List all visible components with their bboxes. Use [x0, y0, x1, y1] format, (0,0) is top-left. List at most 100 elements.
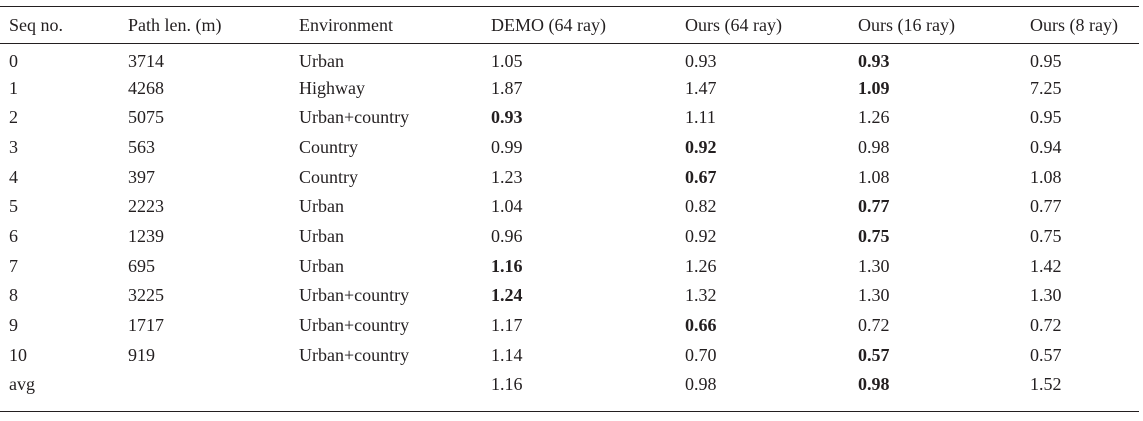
cell-ours-8-ray: 1.42	[1030, 255, 1062, 276]
cell-ours-8-ray: 0.72	[1030, 315, 1062, 336]
cell-demo-64-ray: 1.14	[491, 344, 523, 365]
cell-environment: Urban+country	[299, 344, 410, 365]
table-row: avg 1.16 0.98 0.98 1.52	[0, 370, 1143, 400]
cell-seq-no: 5	[9, 196, 18, 217]
cell-path-length: 919	[128, 344, 155, 365]
table-row: 5 2223 Urban 1.04 0.82 0.77 0.77	[0, 191, 1143, 221]
header-rule	[0, 43, 1139, 44]
cell-environment: Urban	[299, 255, 344, 276]
cell-ours-8-ray: 1.52	[1030, 374, 1062, 395]
table-row: 10 919 Urban+country 1.14 0.70 0.57 0.57	[0, 340, 1143, 370]
cell-path-length: 4268	[128, 77, 164, 98]
header-ours-16-ray: Ours (16 ray)	[858, 15, 955, 35]
cell-demo-64-ray: 1.24	[491, 285, 523, 306]
cell-demo-64-ray: 1.23	[491, 166, 523, 187]
cell-ours-64-ray: 0.93	[685, 50, 717, 71]
cell-path-length: 563	[128, 136, 155, 157]
cell-ours-64-ray: 1.26	[685, 255, 717, 276]
header-demo-64-ray: DEMO (64 ray)	[491, 15, 606, 35]
cell-ours-8-ray: 0.95	[1030, 50, 1062, 71]
cell-ours-64-ray: 1.47	[685, 77, 717, 98]
cell-environment: Urban+country	[299, 107, 410, 128]
cell-ours-8-ray: 0.57	[1030, 344, 1062, 365]
cell-ours-8-ray: 0.77	[1030, 196, 1062, 217]
cell-ours-16-ray: 0.72	[858, 315, 890, 336]
cell-ours-8-ray: 0.75	[1030, 225, 1062, 246]
cell-seq-no: 0	[9, 50, 18, 71]
cell-environment: Country	[299, 166, 359, 187]
top-rule	[0, 6, 1139, 8]
cell-environment: Urban	[299, 50, 344, 71]
cell-ours-16-ray: 0.75	[858, 225, 890, 246]
cell-ours-8-ray: 1.30	[1030, 285, 1062, 306]
cell-demo-64-ray: 1.17	[491, 315, 523, 336]
cell-environment: Urban+country	[299, 285, 410, 306]
cell-ours-16-ray: 1.09	[858, 77, 890, 98]
cell-environment	[299, 370, 491, 400]
cell-environment: Country	[299, 136, 359, 157]
table-row: 0 3714 Urban 1.05 0.93 0.93 0.95	[0, 43, 1143, 73]
cell-ours-16-ray: 0.57	[858, 344, 890, 365]
cell-demo-64-ray: 0.96	[491, 225, 523, 246]
cell-ours-64-ray: 0.66	[685, 315, 717, 336]
header-row: Seq no. Path len. (m) Environment DEMO (…	[0, 7, 1143, 43]
cell-environment: Urban	[299, 196, 344, 217]
cell-ours-64-ray: 0.92	[685, 136, 717, 157]
table-row: 6 1239 Urban 0.96 0.92 0.75 0.75	[0, 221, 1143, 251]
bottom-rule	[0, 411, 1139, 413]
cell-seq-no: 4	[9, 166, 18, 187]
cell-path-length: 2223	[128, 196, 164, 217]
cell-ours-16-ray: 1.30	[858, 285, 890, 306]
cell-ours-64-ray: 0.70	[685, 344, 717, 365]
cell-ours-8-ray: 0.95	[1030, 107, 1062, 128]
table-row: 1 4268 Highway 1.87 1.47 1.09 7.25	[0, 73, 1143, 103]
cell-ours-8-ray: 7.25	[1030, 77, 1062, 98]
cell-demo-64-ray: 1.87	[491, 77, 523, 98]
cell-seq-no: 9	[9, 315, 18, 336]
cell-demo-64-ray: 0.99	[491, 136, 523, 157]
cell-path-length: 695	[128, 255, 155, 276]
cell-ours-16-ray: 1.26	[858, 107, 890, 128]
cell-demo-64-ray: 1.05	[491, 50, 523, 71]
table-row: 3 563 Country 0.99 0.92 0.98 0.94	[0, 132, 1143, 162]
header-environment: Environment	[299, 15, 393, 35]
cell-seq-no: 6	[9, 225, 18, 246]
cell-seq-no: 2	[9, 107, 18, 128]
cell-ours-16-ray: 0.98	[858, 374, 890, 395]
table-row: 7 695 Urban 1.16 1.26 1.30 1.42	[0, 251, 1143, 281]
cell-path-length: 1717	[128, 315, 164, 336]
cell-ours-64-ray: 1.11	[685, 107, 716, 128]
cell-path-length: 5075	[128, 107, 164, 128]
cell-path-length: 1239	[128, 225, 164, 246]
cell-environment: Highway	[299, 77, 365, 98]
cell-ours-64-ray: 1.32	[685, 285, 717, 306]
cell-seq-no: 10	[9, 344, 27, 365]
cell-path-length: 397	[128, 166, 155, 187]
results-table: Seq no. Path len. (m) Environment DEMO (…	[0, 7, 1143, 399]
cell-ours-64-ray: 0.98	[685, 374, 717, 395]
cell-seq-no: avg	[9, 374, 35, 395]
cell-demo-64-ray: 1.16	[491, 374, 523, 395]
cell-ours-64-ray: 0.67	[685, 166, 717, 187]
cell-demo-64-ray: 1.04	[491, 196, 523, 217]
cell-seq-no: 1	[9, 77, 18, 98]
cell-seq-no: 8	[9, 285, 18, 306]
cell-path-length	[128, 370, 299, 400]
table-row: 8 3225 Urban+country 1.24 1.32 1.30 1.30	[0, 281, 1143, 311]
header-seq-no: Seq no.	[9, 15, 63, 35]
cell-seq-no: 7	[9, 255, 18, 276]
cell-ours-16-ray: 1.08	[858, 166, 890, 187]
cell-environment: Urban	[299, 225, 344, 246]
cell-seq-no: 3	[9, 136, 18, 157]
cell-ours-16-ray: 0.77	[858, 196, 890, 217]
cell-ours-16-ray: 1.30	[858, 255, 890, 276]
cell-demo-64-ray: 0.93	[491, 107, 523, 128]
cell-ours-64-ray: 0.92	[685, 225, 717, 246]
table-row: 2 5075 Urban+country 0.93 1.11 1.26 0.95	[0, 102, 1143, 132]
header-path-length: Path len. (m)	[128, 15, 222, 35]
table-row: 4 397 Country 1.23 0.67 1.08 1.08	[0, 162, 1143, 192]
cell-ours-64-ray: 0.82	[685, 196, 717, 217]
table-body: 0 3714 Urban 1.05 0.93 0.93 0.95 1 4268 Highway 1.…	[0, 43, 1143, 399]
cell-ours-8-ray: 0.94	[1030, 136, 1062, 157]
